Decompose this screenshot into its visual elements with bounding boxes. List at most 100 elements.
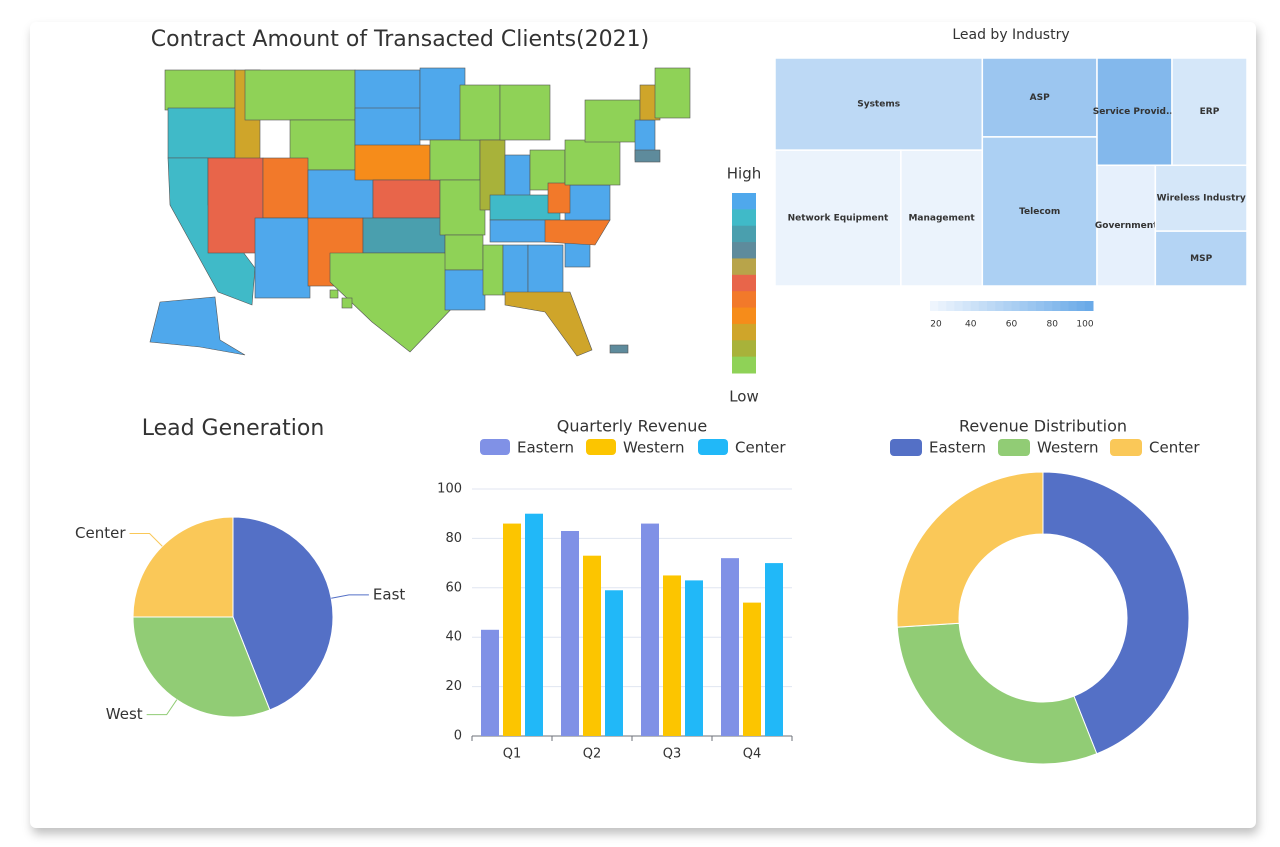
- y-tick-label: 40: [445, 630, 462, 645]
- map-title: Contract Amount of Transacted Clients(20…: [151, 27, 649, 52]
- pie-label-line: [331, 594, 369, 599]
- colorbar-segment: [1068, 301, 1078, 311]
- bar: [503, 523, 521, 736]
- pie-label: Center: [75, 524, 126, 542]
- pie-label: West: [106, 705, 143, 723]
- treemap-label: Management: [908, 214, 975, 224]
- map-legend-low: Low: [729, 388, 759, 406]
- treemap-label: Telecom: [1019, 207, 1060, 217]
- bar: [561, 530, 579, 736]
- legend-label: Center: [735, 439, 786, 457]
- treemap-cell: [1171, 57, 1248, 167]
- pie-label: East: [373, 585, 405, 603]
- legend-label: Western: [1037, 439, 1099, 457]
- donut-title: Revenue Distribution: [959, 417, 1127, 436]
- treemap-cell: [981, 57, 1098, 138]
- map-region: [564, 139, 621, 186]
- colorbar-tick-label: 40: [965, 320, 977, 330]
- treemap-label: MSP: [1190, 254, 1212, 264]
- map-region: [341, 297, 353, 309]
- map-region: [354, 107, 421, 147]
- colorbar-segment: [1044, 301, 1053, 311]
- map-region: [504, 154, 531, 201]
- map-region: [609, 344, 629, 354]
- colorbar-tick-label: 20: [930, 320, 942, 330]
- legend-swatch: [586, 439, 616, 455]
- bar: [721, 558, 739, 736]
- treemap-cell: [1154, 164, 1248, 232]
- colorbar-segment: [1003, 301, 1012, 311]
- donut-slice: [896, 471, 1044, 628]
- treemap-cell: [774, 57, 984, 151]
- map-legend-swatch: [732, 209, 756, 227]
- map-region: [489, 219, 551, 243]
- map-region: [439, 179, 486, 236]
- map-legend-swatch: [732, 258, 756, 276]
- bar-title: Quarterly Revenue: [557, 417, 708, 436]
- map-region: [544, 219, 611, 246]
- map-region: [429, 139, 481, 181]
- treemap-label: Network Equipment: [788, 214, 889, 224]
- colorbar-segment: [1060, 301, 1070, 311]
- x-tick-label: Q3: [663, 747, 682, 762]
- legend-label: Center: [1149, 439, 1200, 457]
- map-region: [444, 269, 486, 311]
- colorbar-segment: [987, 301, 996, 311]
- map-legend-swatch: [732, 356, 756, 374]
- pie-label-line: [146, 699, 178, 716]
- map-region: [504, 291, 593, 357]
- map-region: [564, 241, 591, 268]
- map-region: [254, 217, 311, 299]
- treemap-label: Systems: [857, 100, 900, 110]
- y-tick-label: 100: [437, 482, 462, 497]
- bar: [663, 575, 681, 736]
- x-tick-label: Q1: [503, 747, 522, 762]
- map-region: [564, 184, 611, 221]
- legend-label: Eastern: [929, 439, 986, 457]
- colorbar-segment: [962, 301, 972, 311]
- map-region: [527, 244, 564, 296]
- map-legend-swatch: [732, 291, 756, 309]
- map-region: [372, 179, 441, 219]
- donut-slice: [896, 622, 1098, 765]
- map-region: [354, 144, 431, 181]
- map-region: [634, 149, 661, 163]
- bar: [641, 523, 659, 736]
- map-region: [444, 234, 484, 271]
- legend-swatch: [998, 439, 1030, 456]
- map-region: [149, 296, 246, 356]
- colorbar-segment: [930, 301, 939, 311]
- bar: [583, 555, 601, 736]
- map-region: [329, 289, 339, 299]
- treemap-cell: [981, 136, 1098, 287]
- legend-swatch: [1110, 439, 1142, 456]
- treemap-label: Government: [1095, 221, 1158, 231]
- colorbar-segment: [954, 301, 964, 311]
- bar: [481, 629, 499, 736]
- treemap-label: Wireless Industry: [1157, 194, 1246, 204]
- colorbar-tick-label: 100: [1076, 320, 1093, 330]
- treemap-label: Service Provid...: [1093, 107, 1176, 117]
- treemap-cell: [1154, 230, 1248, 287]
- bar: [743, 602, 761, 736]
- map-legend-swatch: [732, 340, 756, 358]
- bar: [685, 580, 703, 736]
- colorbar-segment: [970, 301, 980, 311]
- map-legend-swatch: [732, 323, 756, 341]
- donut-slice: [1042, 471, 1190, 755]
- treemap-label: ASP: [1030, 93, 1050, 103]
- map-legend-swatch: [732, 225, 756, 243]
- legend-label: Eastern: [517, 439, 574, 457]
- map-legend-high: High: [727, 165, 761, 183]
- treemap-label: ERP: [1200, 107, 1220, 117]
- map-region: [499, 84, 551, 141]
- colorbar-segment: [1076, 301, 1086, 311]
- map-legend-swatch: [732, 274, 756, 292]
- x-tick-label: Q4: [743, 747, 762, 762]
- legend-swatch: [480, 439, 510, 455]
- pie-slice: [132, 516, 234, 618]
- colorbar-segment: [938, 301, 947, 311]
- colorbar-tick-label: 60: [1006, 320, 1018, 330]
- colorbar-segment: [1035, 301, 1045, 311]
- map-region: [354, 69, 421, 111]
